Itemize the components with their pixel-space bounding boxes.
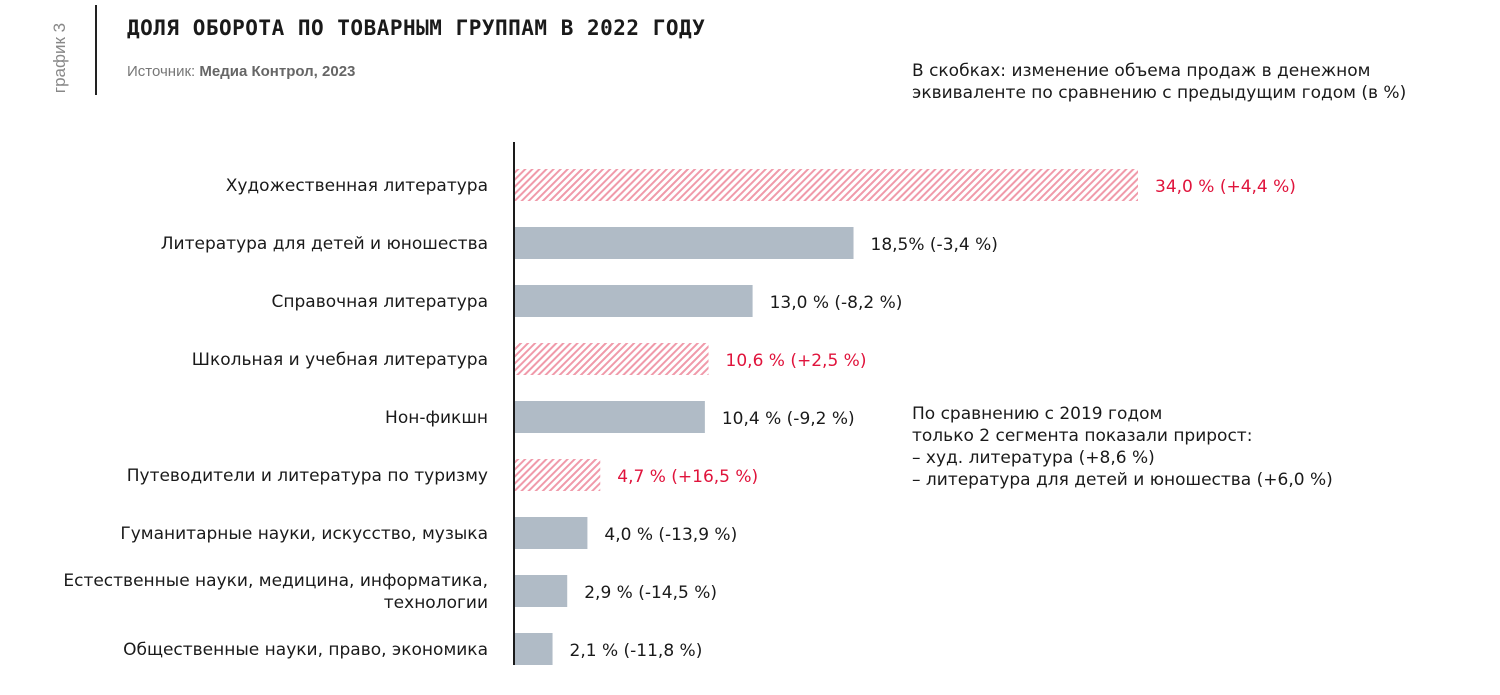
value-label: 13,0 % (-8,2 %)	[770, 293, 903, 313]
note-side: По сравнению с 2019 годом только 2 сегме…	[912, 403, 1412, 491]
value-label: 4,7 % (+16,5 %)	[617, 467, 758, 487]
bar	[514, 169, 1138, 201]
note-line: – худ. литература (+8,6 %)	[912, 448, 1155, 468]
source-prefix: Источник:	[127, 63, 200, 80]
note-line: По сравнению с 2019 годом	[912, 404, 1163, 424]
value-label: 10,4 % (-9,2 %)	[722, 409, 855, 429]
category-label: технологии	[384, 593, 488, 613]
bar	[514, 401, 705, 433]
category-label: Нон-фикшн	[385, 408, 488, 428]
category-label: Художественная литература	[226, 176, 488, 196]
category-label: Справочная литература	[272, 292, 488, 312]
category-label: Общественные науки, право, экономика	[123, 640, 488, 660]
value-label: 2,9 % (-14,5 %)	[584, 583, 717, 603]
bar	[514, 575, 568, 607]
bar	[514, 517, 588, 549]
value-label: 18,5% (-3,4 %)	[871, 235, 998, 255]
bar	[514, 633, 553, 665]
chart-title: ДОЛЯ ОБОРОТА ПО ТОВАРНЫМ ГРУППАМ В 2022 …	[127, 16, 706, 40]
category-label: Школьная и учебная литература	[192, 350, 488, 370]
bar	[514, 227, 854, 259]
note-line: только 2 сегмента показали прирост:	[912, 426, 1253, 446]
source: Источник: Медиа Контрол, 2023	[127, 63, 355, 80]
note-line: – литература для детей и юношества (+6,0…	[912, 470, 1333, 490]
bar	[514, 343, 709, 375]
value-label: 10,6 % (+2,5 %)	[726, 351, 867, 371]
category-label: Путеводители и литература по туризму	[127, 466, 488, 486]
value-label: 4,0 % (-13,9 %)	[604, 525, 737, 545]
note-top: В скобках: изменение объема продаж в ден…	[912, 61, 1407, 103]
category-label: Литература для детей и юношества	[161, 234, 488, 254]
source-name: Медиа Контрол, 2023	[199, 63, 356, 80]
category-label: Естественные науки, медицина, информатик…	[63, 571, 488, 591]
bar	[514, 285, 753, 317]
value-label: 34,0 % (+4,4 %)	[1155, 177, 1296, 197]
value-label: 2,1 % (-11,8 %)	[570, 641, 703, 661]
bar	[514, 459, 601, 491]
header-divider	[95, 5, 97, 95]
category-label: Гуманитарные науки, искусство, музыка	[120, 524, 488, 544]
